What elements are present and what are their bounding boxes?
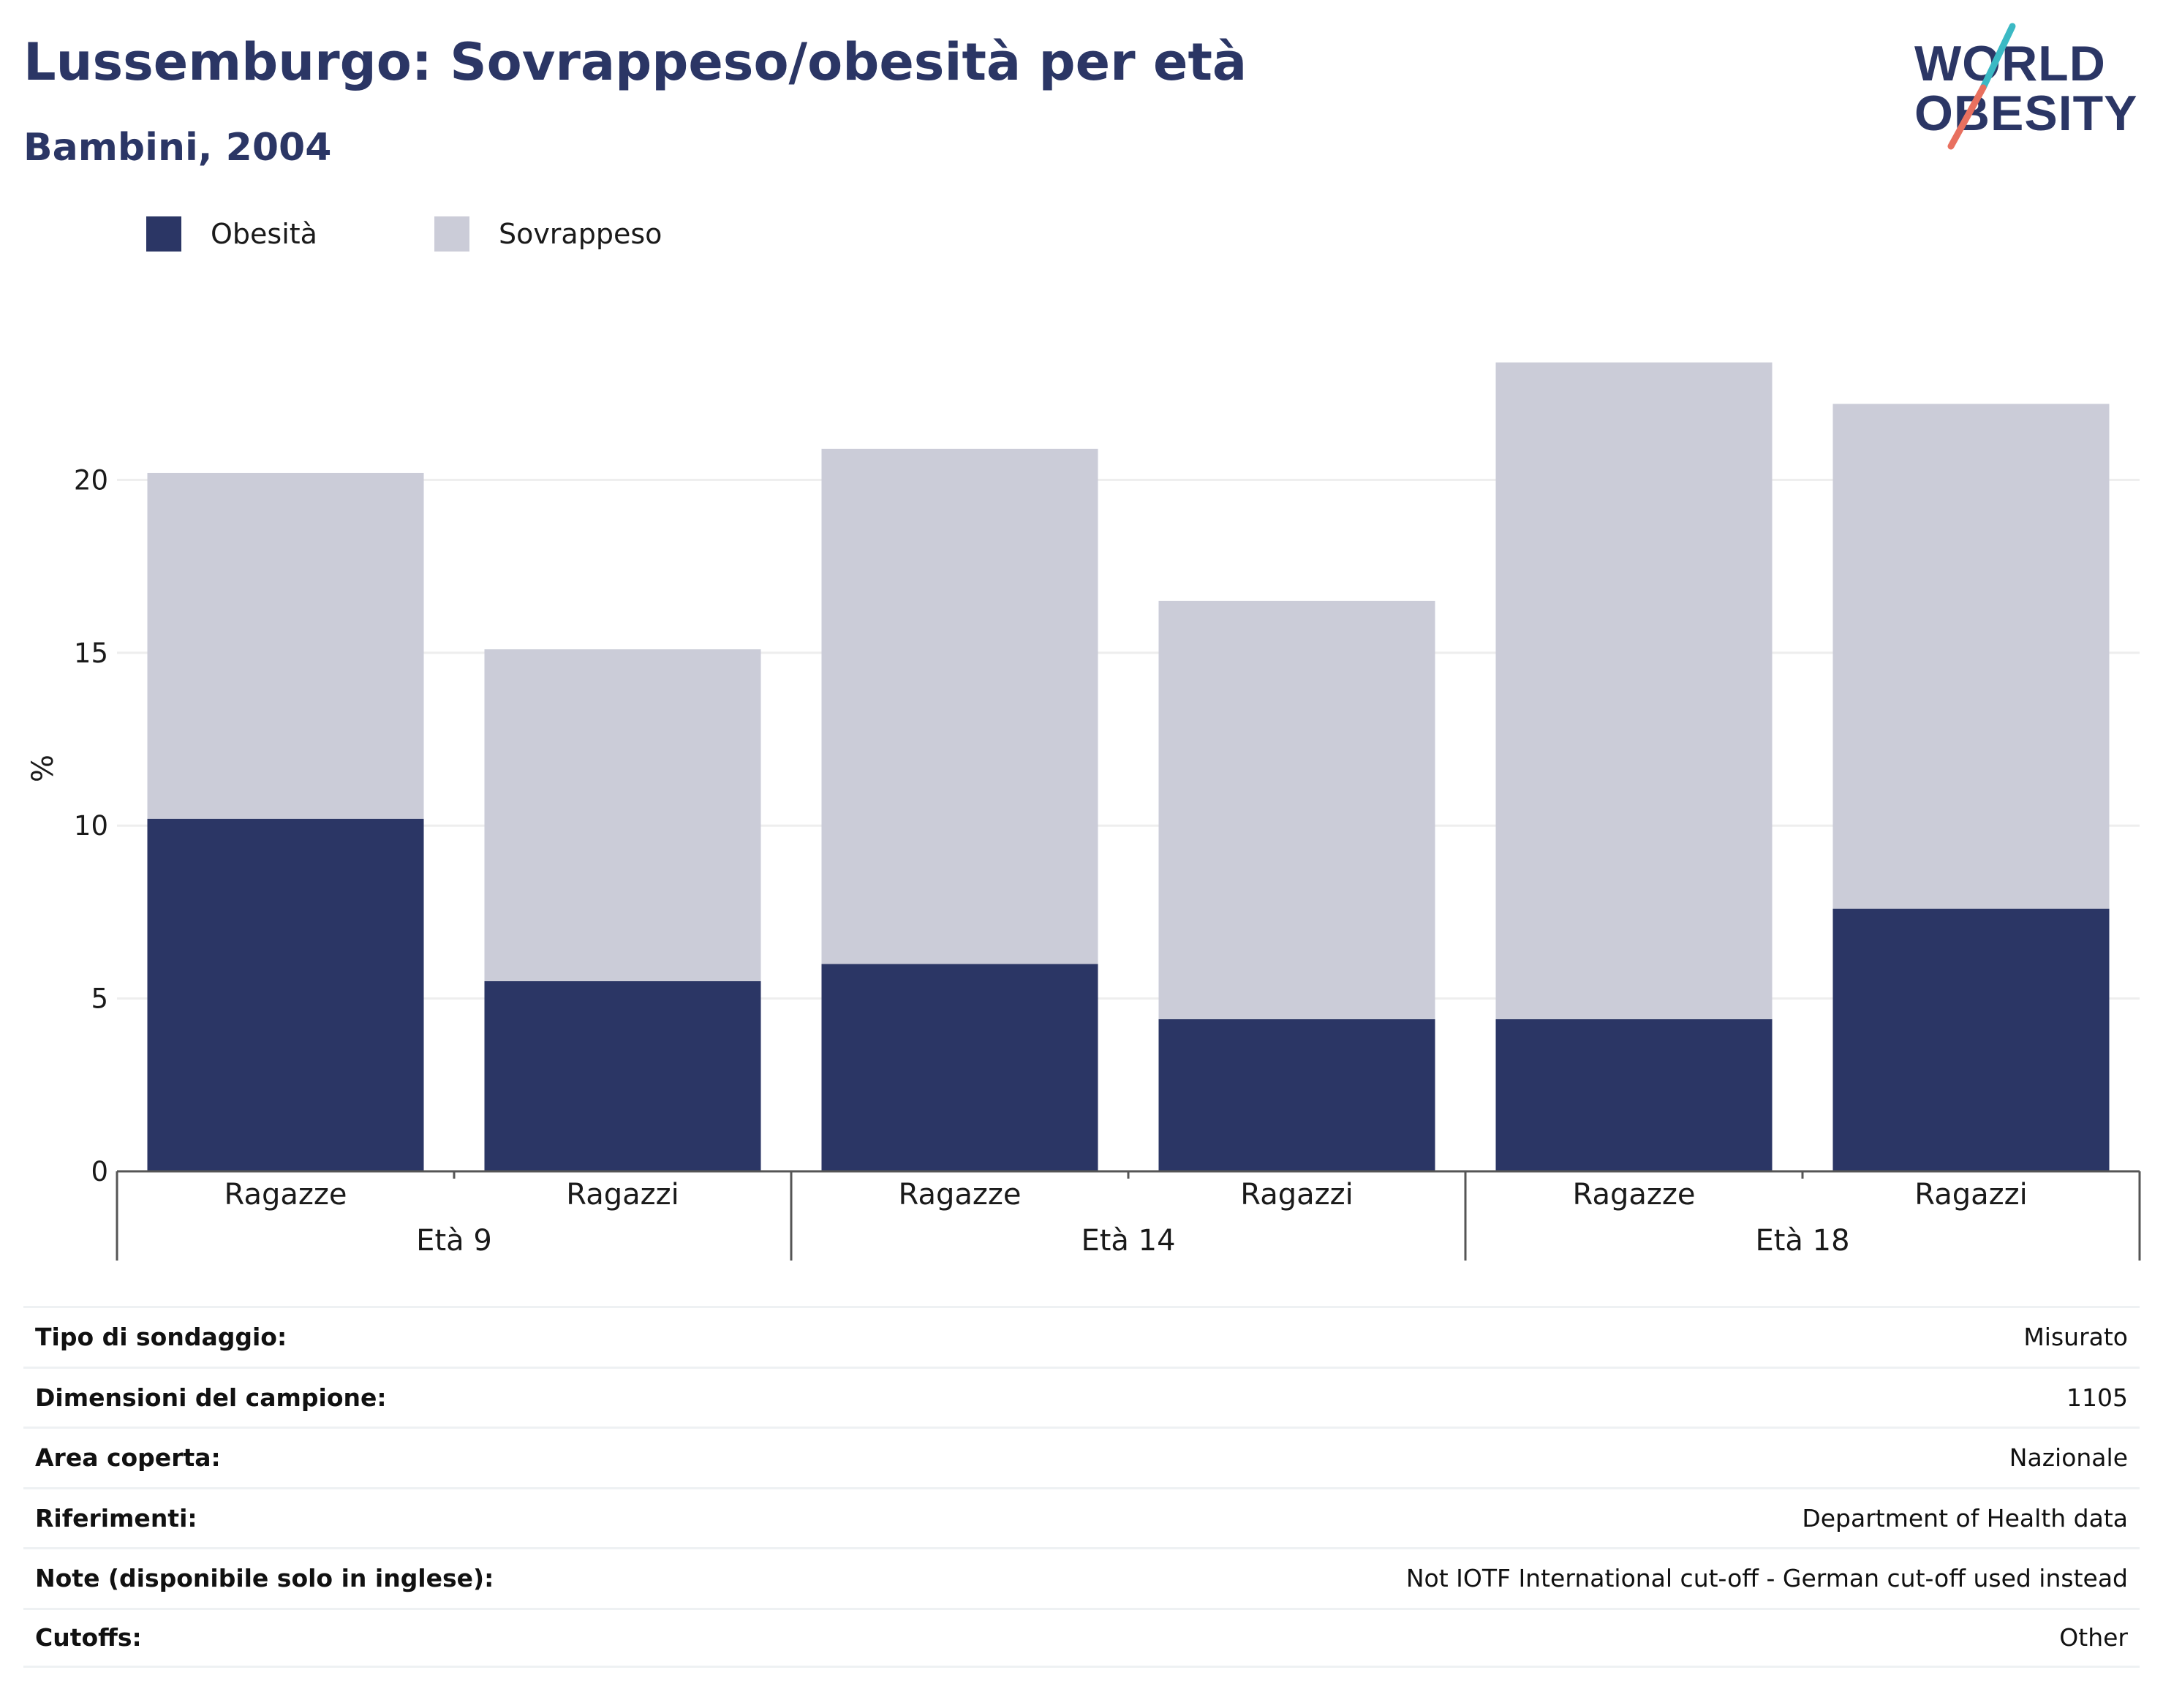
info-row: Area coperta: Nazionale (23, 1427, 2140, 1487)
bar-chart: 0 5 10 15 20% Ragazze Ragazzi Ragazze Ragazzi Rag… (26, 362, 2141, 1261)
legend-swatch-overweight (434, 216, 469, 252)
x-tick-label: Ragazze (224, 1178, 347, 1212)
legend: Obesità Sovrappeso (146, 216, 779, 252)
bar-overweight (1832, 404, 2110, 909)
logo-line-1: WORLD (1914, 36, 2106, 91)
info-value: Not IOTF International cut-off - German … (1405, 1564, 2128, 1593)
y-tick-label: 5 (91, 983, 108, 1015)
x-tick-label: Ragazzi (566, 1178, 679, 1212)
x-tick-label: Ragazzi (1240, 1178, 1353, 1212)
info-table: Tipo di sondaggio: Misurato Dimensioni d… (23, 1306, 2140, 1668)
legend-item-obesity[interactable]: Obesità (146, 216, 317, 252)
info-key: Cutoffs: (35, 1623, 142, 1652)
info-row: Note (disponibile solo in inglese): Not … (23, 1547, 2140, 1608)
x-tick-label: Ragazze (1573, 1178, 1696, 1212)
legend-label-obesity: Obesità (211, 218, 317, 250)
info-row: Dimensioni del campione: 1105 (23, 1366, 2140, 1427)
info-row: Cutoffs: Other (23, 1607, 2140, 1668)
bar-overweight (1158, 600, 1435, 1019)
info-key: Riferimenti: (35, 1503, 197, 1533)
logo-slash-icon (1947, 23, 2016, 150)
x-tick-label: Ragazze (899, 1178, 1022, 1212)
y-axis-label: % (26, 755, 60, 782)
bar-overweight (484, 649, 761, 981)
world-obesity-logo: WORLD OBESITY (1901, 20, 2150, 152)
info-value: Department of Health data (1802, 1503, 2128, 1533)
x-group-label: Età 9 (416, 1224, 492, 1258)
info-key: Area coperta: (35, 1443, 221, 1473)
bar-overweight (821, 448, 1098, 964)
chart-title: Lussemburgo: Sovrappeso/obesità per età (23, 32, 1247, 92)
logo-line-2: OBESITY (1914, 86, 2138, 141)
y-tick-label: 20 (74, 464, 108, 496)
info-row: Riferimenti: Department of Health data (23, 1486, 2140, 1548)
y-tick-label: 15 (74, 638, 108, 669)
legend-label-overweight: Sovrappeso (498, 218, 663, 250)
bar-obesity (1495, 1019, 1773, 1171)
info-key: Dimensioni del campione: (35, 1383, 387, 1412)
bar-obesity (484, 980, 761, 1171)
y-tick-label: 10 (74, 810, 108, 842)
bar-obesity (1832, 908, 2110, 1171)
bar-obesity (1158, 1019, 1435, 1171)
x-group-label: Età 14 (1081, 1224, 1175, 1258)
info-key: Tipo di sondaggio: (35, 1323, 287, 1352)
info-key: Note (disponibile solo in inglese): (35, 1564, 494, 1593)
bar-obesity (821, 964, 1098, 1171)
x-tick-label: Ragazzi (1914, 1178, 2027, 1212)
info-row: Tipo di sondaggio: Misurato (23, 1306, 2140, 1367)
bar-overweight (1495, 362, 1773, 1019)
bar-overweight (147, 472, 424, 819)
x-group-label: Età 18 (1755, 1224, 1849, 1258)
info-value: Other (2059, 1623, 2128, 1652)
info-value: Nazionale (2009, 1443, 2128, 1473)
legend-item-overweight[interactable]: Sovrappeso (434, 216, 662, 252)
bar-obesity (147, 818, 424, 1171)
y-tick-label: 0 (91, 1156, 108, 1187)
info-value: 1105 (2066, 1383, 2128, 1412)
legend-swatch-obesity (146, 216, 181, 252)
chart-subtitle: Bambini, 2004 (23, 126, 332, 170)
info-value: Misurato (2023, 1323, 2128, 1352)
